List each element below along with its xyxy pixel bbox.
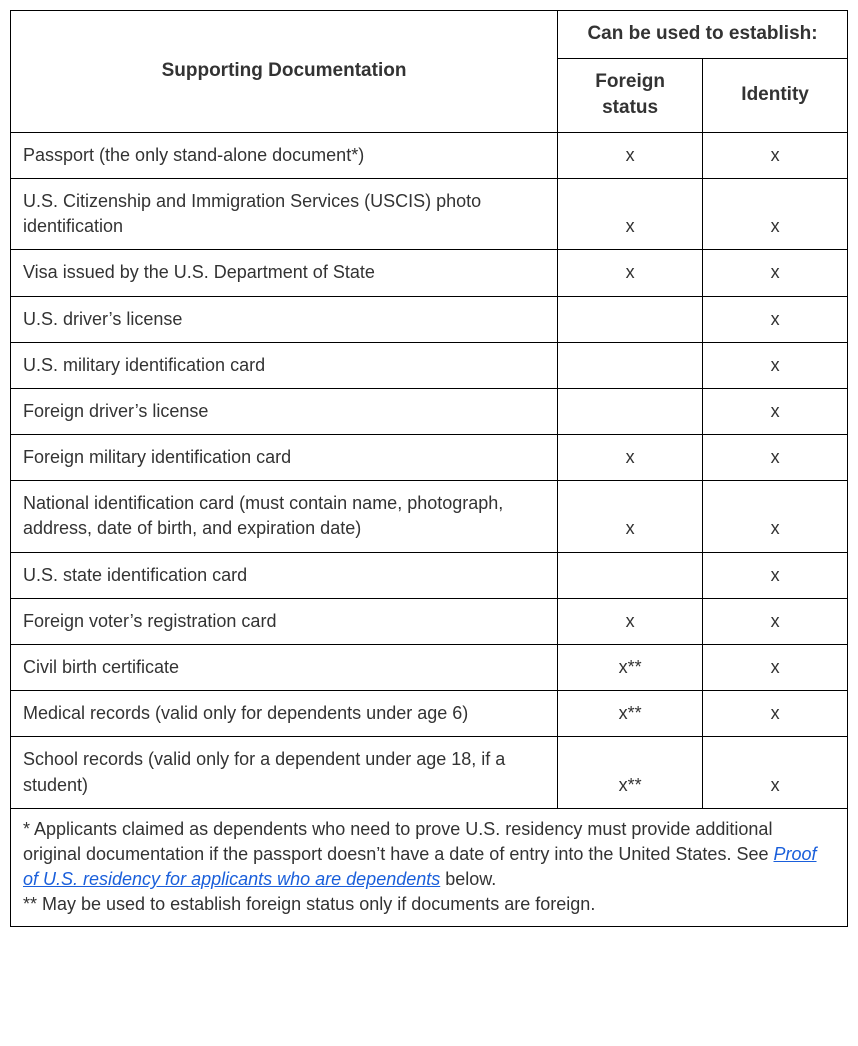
identity-cell: x	[703, 598, 848, 644]
identity-cell: x	[703, 645, 848, 691]
footnote-cell: * Applicants claimed as dependents who n…	[11, 808, 848, 926]
table-row: U.S. driver’s license x	[11, 296, 848, 342]
identity-cell: x	[703, 552, 848, 598]
table-row: Medical records (valid only for dependen…	[11, 691, 848, 737]
foreign-status-cell: x	[558, 481, 703, 552]
identity-cell: x	[703, 250, 848, 296]
doc-cell: National identification card (must conta…	[11, 481, 558, 552]
table-row: Visa issued by the U.S. Department of St…	[11, 250, 848, 296]
foreign-status-cell: x	[558, 435, 703, 481]
doc-cell: U.S. driver’s license	[11, 296, 558, 342]
doc-cell: Visa issued by the U.S. Department of St…	[11, 250, 558, 296]
foreign-status-cell: x	[558, 598, 703, 644]
table-row: Civil birth certificate x** x	[11, 645, 848, 691]
header-supporting-documentation: Supporting Documentation	[11, 11, 558, 133]
foreign-status-cell: x**	[558, 645, 703, 691]
table-row: School records (valid only for a depende…	[11, 737, 848, 808]
table-row: U.S. military identification card x	[11, 342, 848, 388]
table-row: Passport (the only stand-alone document*…	[11, 132, 848, 178]
table-row: U.S. Citizenship and Immigration Service…	[11, 178, 848, 249]
identity-cell: x	[703, 388, 848, 434]
doc-cell: Passport (the only stand-alone document*…	[11, 132, 558, 178]
doc-cell: Foreign voter’s registration card	[11, 598, 558, 644]
header-can-be-used: Can be used to establish:	[558, 11, 848, 59]
identity-cell: x	[703, 178, 848, 249]
identity-cell: x	[703, 737, 848, 808]
table-row: U.S. state identification card x	[11, 552, 848, 598]
foreign-status-cell	[558, 296, 703, 342]
table-row: Foreign voter’s registration card x x	[11, 598, 848, 644]
identity-cell: x	[703, 132, 848, 178]
header-foreign-status: Foreign status	[558, 58, 703, 132]
foreign-status-cell: x**	[558, 691, 703, 737]
supporting-documentation-table: Supporting Documentation Can be used to …	[10, 10, 848, 927]
doc-cell: Foreign military identification card	[11, 435, 558, 481]
table-row: National identification card (must conta…	[11, 481, 848, 552]
table-row: Foreign military identification card x x	[11, 435, 848, 481]
doc-cell: Medical records (valid only for dependen…	[11, 691, 558, 737]
identity-cell: x	[703, 342, 848, 388]
doc-cell: U.S. state identification card	[11, 552, 558, 598]
foreign-status-cell: x	[558, 250, 703, 296]
foreign-status-cell	[558, 388, 703, 434]
header-identity: Identity	[703, 58, 848, 132]
foreign-status-cell	[558, 552, 703, 598]
footnote-star-text-2: below.	[440, 869, 496, 889]
identity-cell: x	[703, 435, 848, 481]
foreign-status-cell: x**	[558, 737, 703, 808]
foreign-status-cell: x	[558, 178, 703, 249]
doc-cell: School records (valid only for a depende…	[11, 737, 558, 808]
footnote-double-star: ** May be used to establish foreign stat…	[23, 894, 595, 914]
doc-cell: Civil birth certificate	[11, 645, 558, 691]
doc-cell: U.S. Citizenship and Immigration Service…	[11, 178, 558, 249]
foreign-status-cell	[558, 342, 703, 388]
identity-cell: x	[703, 691, 848, 737]
footnote-star-text-1: * Applicants claimed as dependents who n…	[23, 819, 773, 864]
identity-cell: x	[703, 296, 848, 342]
doc-cell: U.S. military identification card	[11, 342, 558, 388]
foreign-status-cell: x	[558, 132, 703, 178]
identity-cell: x	[703, 481, 848, 552]
doc-cell: Foreign driver’s license	[11, 388, 558, 434]
table-row: Foreign driver’s license x	[11, 388, 848, 434]
